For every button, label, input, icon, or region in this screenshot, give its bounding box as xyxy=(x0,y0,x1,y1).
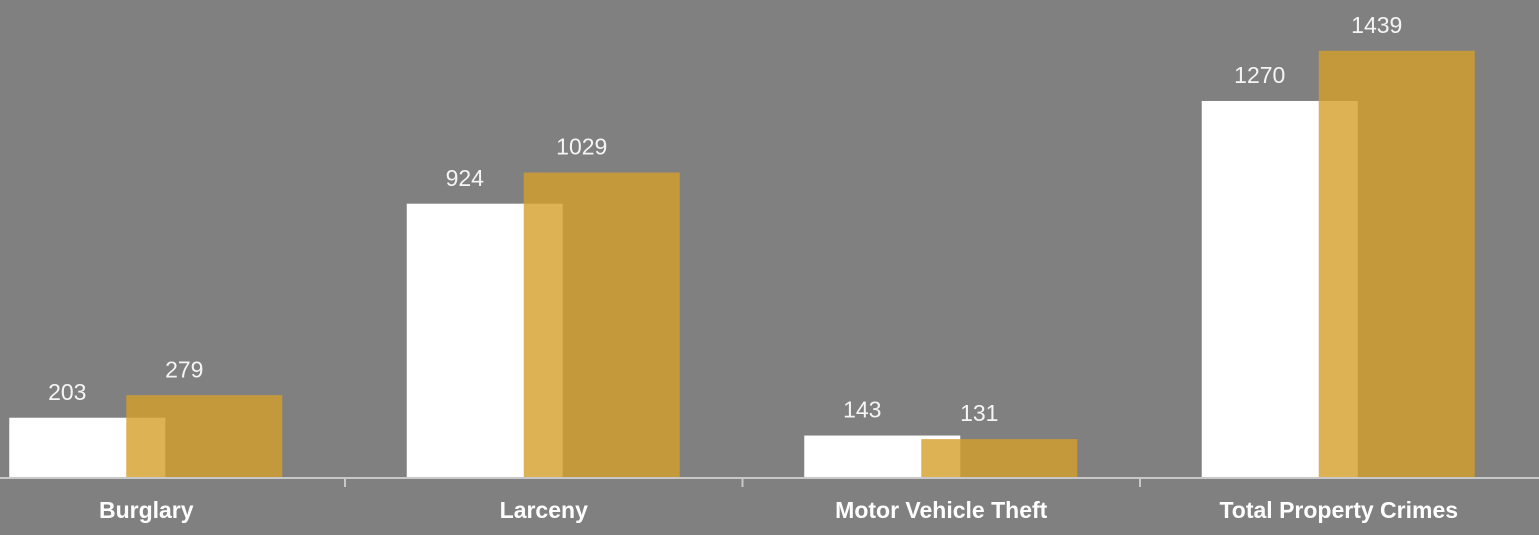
x-tick-label: Larceny xyxy=(500,497,588,523)
value-label: 1029 xyxy=(556,134,607,160)
x-tick-label: Burglary xyxy=(99,497,194,523)
value-label: 203 xyxy=(48,379,86,405)
value-label: 1439 xyxy=(1351,12,1402,38)
value-label: 143 xyxy=(843,397,881,423)
bar xyxy=(1318,50,1475,478)
x-tick-label: Motor Vehicle Theft xyxy=(835,497,1047,523)
value-label: 1270 xyxy=(1234,62,1285,88)
value-label: 131 xyxy=(960,400,998,426)
bar xyxy=(921,439,1078,478)
value-label: 924 xyxy=(446,165,485,191)
bar xyxy=(523,172,680,478)
x-tick-label: Total Property Crimes xyxy=(1219,497,1458,523)
bar xyxy=(126,395,283,478)
value-label: 279 xyxy=(165,356,203,382)
